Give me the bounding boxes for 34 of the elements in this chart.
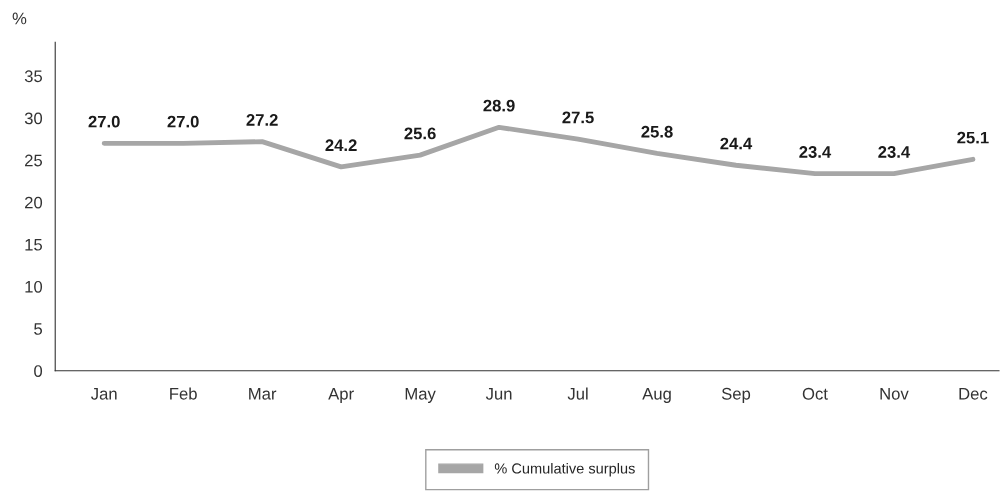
x-tick-label: Aug	[642, 388, 671, 403]
y-tick-label: 5	[34, 323, 43, 335]
x-tick-label: Sep	[721, 387, 751, 403]
x-tick-label: Oct	[802, 387, 828, 400]
data-label: 25.8	[641, 125, 673, 138]
legend-label: % Cumulative surplus	[494, 462, 635, 477]
x-tick-label: Dec	[959, 388, 988, 400]
y-tick-label: 10	[25, 280, 43, 293]
data-label: 27.2	[246, 114, 278, 126]
x-tick-label: Jan	[91, 388, 117, 400]
data-label: 27.0	[88, 115, 120, 128]
y-tick-label: 35	[24, 70, 43, 83]
data-label: 27.5	[562, 111, 594, 124]
x-tick-label: Jul	[567, 387, 588, 400]
data-label: 24.2	[325, 139, 357, 151]
x-tick-label: Apr	[328, 388, 354, 403]
y-tick-label: 15	[25, 238, 43, 251]
x-tick-label: Mar	[249, 388, 277, 400]
x-tick-label: May	[405, 388, 436, 403]
x-tick-label: Jun	[485, 388, 512, 400]
y-tick-label: 0	[34, 365, 43, 377]
data-label: 24.4	[720, 137, 753, 150]
data-label: 23.4	[878, 146, 911, 158]
data-label: 28.9	[483, 99, 515, 112]
y-axis-title: %	[12, 12, 27, 25]
data-label: 27.0	[167, 115, 199, 128]
data-label: 23.4	[799, 146, 832, 158]
y-tick-label: 25	[25, 154, 43, 167]
data-label: 25.6	[404, 127, 436, 140]
x-tick-label: Feb	[170, 387, 197, 400]
y-tick-label: 30	[24, 112, 43, 125]
data-label: 25.1	[957, 131, 989, 144]
y-tick-label: 20	[25, 196, 43, 209]
x-tick-label: Nov	[880, 388, 909, 400]
